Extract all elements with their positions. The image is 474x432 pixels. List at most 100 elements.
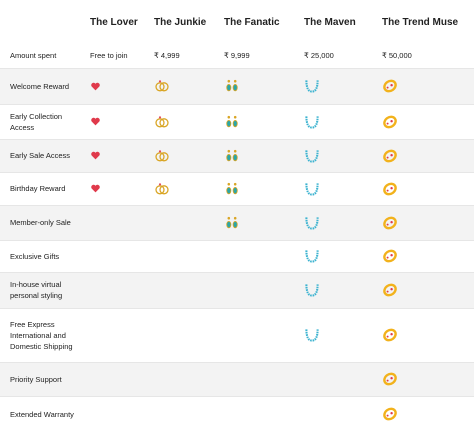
amount-value: ₹ 25,000 <box>304 51 334 61</box>
bracelet-icon <box>382 148 398 164</box>
benefit-label: Exclusive Gifts <box>0 239 80 272</box>
benefit-row: Early Collection Access <box>0 103 474 139</box>
benefit-cell <box>294 67 372 104</box>
benefit-cell <box>144 361 214 396</box>
benefit-label: Member-only Sale <box>0 204 80 240</box>
bracelet-icon <box>382 282 398 298</box>
necklace-icon <box>304 248 320 264</box>
benefit-row: In-house virtual personal styling <box>0 271 474 308</box>
benefit-row: Extended Warranty <box>0 395 474 432</box>
rings-icon <box>154 78 170 94</box>
benefit-label: Free Express International and Domestic … <box>0 307 80 362</box>
tier-name: The Fanatic <box>224 16 280 28</box>
rings-icon <box>154 181 170 197</box>
benefit-cell <box>80 239 144 272</box>
benefit-cell <box>144 204 214 240</box>
benefit-cell <box>294 395 372 432</box>
benefit-label: In-house virtual personal styling <box>0 271 80 308</box>
benefit-cell <box>372 138 474 172</box>
header-row: The Lover The Junkie The Fanatic The Maven T… <box>0 0 474 44</box>
benefit-cell <box>144 67 214 104</box>
benefit-cell <box>294 239 372 272</box>
benefit-cell <box>294 307 372 362</box>
benefit-cell <box>294 138 372 172</box>
tier-name: The Junkie <box>154 16 207 28</box>
bracelet-icon <box>382 181 398 197</box>
bracelet-icon <box>382 406 398 422</box>
bracelet-icon <box>382 248 398 264</box>
amount-value: Free to join <box>90 51 128 61</box>
benefit-cell <box>80 307 144 362</box>
rings-icon <box>154 148 170 164</box>
bracelet-icon <box>382 327 398 343</box>
benefit-label: Welcome Reward <box>0 67 80 104</box>
benefit-cell <box>144 103 214 139</box>
necklace-icon <box>304 114 320 130</box>
heart-icon <box>90 81 101 92</box>
benefit-label: Birthday Reward <box>0 171 80 205</box>
earring-icon <box>224 114 240 130</box>
amount-value: ₹ 9,999 <box>224 51 250 61</box>
benefit-row: Free Express International and Domestic … <box>0 307 474 362</box>
benefit-cell <box>214 239 294 272</box>
row-label: Amount spent <box>10 51 57 61</box>
bracelet-icon <box>382 215 398 231</box>
necklace-icon <box>304 215 320 231</box>
earring-icon <box>224 78 240 94</box>
benefit-cell <box>80 204 144 240</box>
benefit-row: Priority Support <box>0 361 474 396</box>
benefit-cell <box>372 361 474 396</box>
benefit-label: Extended Warranty <box>0 395 80 432</box>
necklace-icon <box>304 148 320 164</box>
benefit-cell <box>294 204 372 240</box>
tier-name: The Trend Muse <box>382 16 459 28</box>
benefit-cell <box>214 271 294 308</box>
benefit-cell <box>214 307 294 362</box>
benefit-cell <box>80 103 144 139</box>
benefit-label: Priority Support <box>0 361 80 396</box>
heart-icon <box>90 116 101 127</box>
benefit-cell <box>372 239 474 272</box>
benefit-cell <box>372 271 474 308</box>
benefit-row: Welcome Reward <box>0 67 474 104</box>
benefit-cell <box>372 204 474 240</box>
benefit-cell <box>214 67 294 104</box>
benefit-cell <box>372 307 474 362</box>
tier-name: The Lover <box>90 16 138 28</box>
amount-value: ₹ 4,999 <box>154 51 180 61</box>
heart-icon <box>90 183 101 194</box>
benefit-cell <box>294 271 372 308</box>
benefit-cell <box>372 171 474 205</box>
necklace-icon <box>304 181 320 197</box>
necklace-icon <box>304 282 320 298</box>
heart-icon <box>90 150 101 161</box>
benefit-row: Birthday Reward <box>0 171 474 205</box>
rings-icon <box>154 114 170 130</box>
benefit-cell <box>294 103 372 139</box>
necklace-icon <box>304 78 320 94</box>
benefit-cell <box>294 171 372 205</box>
benefit-row: Early Sale Access <box>0 138 474 172</box>
benefit-cell <box>144 395 214 432</box>
benefit-cell <box>214 395 294 432</box>
benefit-cell <box>144 171 214 205</box>
corner-cell <box>0 0 80 44</box>
benefit-cell <box>80 138 144 172</box>
benefit-cell <box>80 271 144 308</box>
earring-icon <box>224 215 240 231</box>
bracelet-icon <box>382 371 398 387</box>
earring-icon <box>224 148 240 164</box>
amount-row: Amount spent Free to join ₹ 4,999 ₹ 9,999 ₹ … <box>0 44 474 68</box>
benefit-cell <box>372 103 474 139</box>
benefit-cell <box>80 361 144 396</box>
bracelet-icon <box>382 78 398 94</box>
benefit-cell <box>372 395 474 432</box>
benefit-cell <box>80 67 144 104</box>
benefit-label: Early Sale Access <box>0 138 80 172</box>
necklace-icon <box>304 327 320 343</box>
benefit-row: Exclusive Gifts <box>0 239 474 272</box>
amount-value: ₹ 50,000 <box>382 51 412 61</box>
benefit-cell <box>214 361 294 396</box>
